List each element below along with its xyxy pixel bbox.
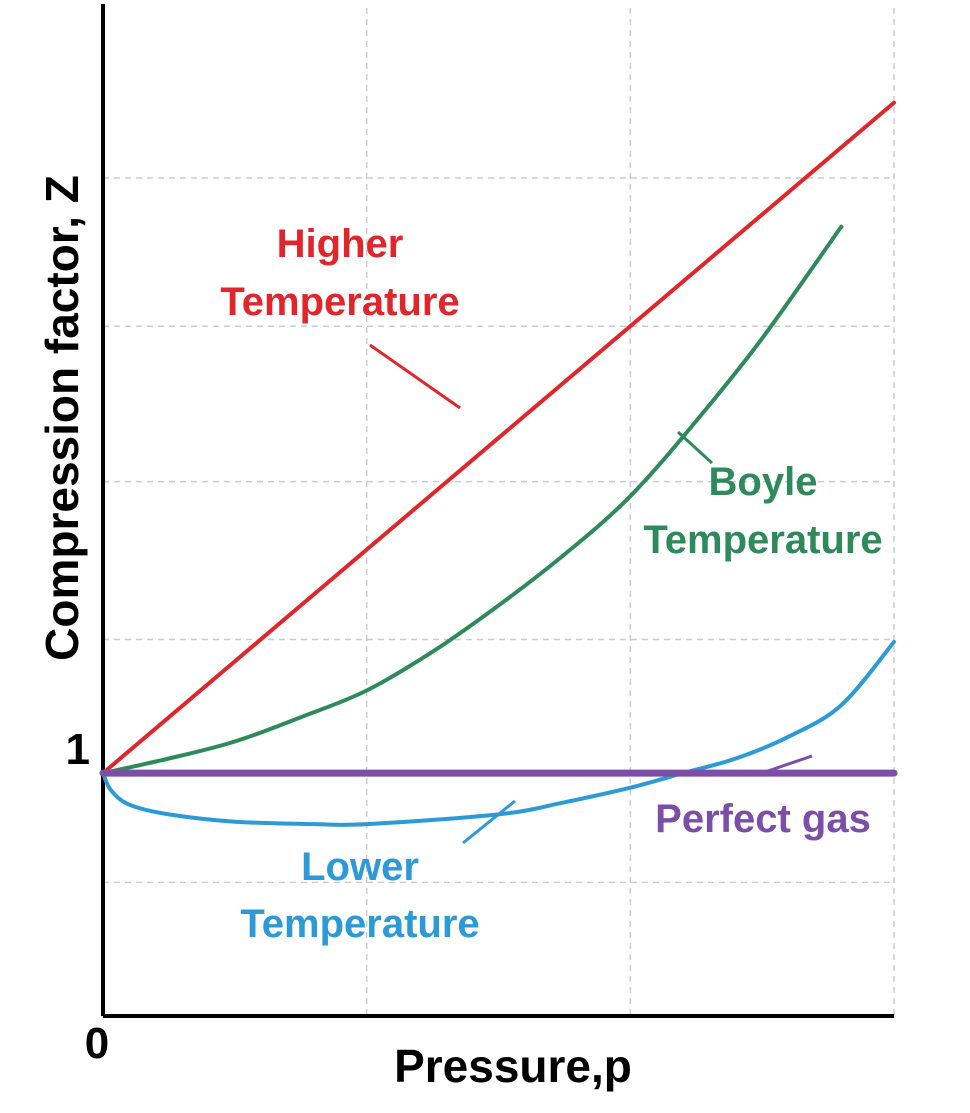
axes <box>101 4 894 1018</box>
boyle-temperature-pointer <box>676 430 714 465</box>
higher-temperature-line <box>101 100 896 776</box>
perfect-gas-pointer <box>764 754 813 774</box>
lower-temperature-pointer <box>462 799 516 845</box>
lower-temperature-label-line-2: Temperature <box>240 902 479 946</box>
text-labels: Pressure,p Compression factor, Z 0 1 Hig… <box>36 175 883 1092</box>
higher-temperature-pointer <box>369 343 461 410</box>
lower-temperature-label-line-1: Lower <box>301 845 419 889</box>
x-tick-label: 0 <box>85 1019 109 1068</box>
boyle-temperature-label-line-1: Boyle <box>709 460 818 504</box>
boyle-temperature-line <box>101 224 844 776</box>
higher-temperature-label-line-2: Temperature <box>220 280 459 324</box>
higher-temperature-label-line-1: Higher <box>277 222 404 266</box>
annotation-pointers <box>369 343 813 845</box>
x-axis-label: Pressure,p <box>394 1040 632 1092</box>
y-tick-label: 1 <box>66 725 90 774</box>
perfect-gas-label-line-1: Perfect gas <box>655 797 871 841</box>
grid <box>103 8 895 1016</box>
y-axis-label: Compression factor, Z <box>36 175 88 661</box>
boyle-temperature-label-line-2: Temperature <box>643 518 882 562</box>
